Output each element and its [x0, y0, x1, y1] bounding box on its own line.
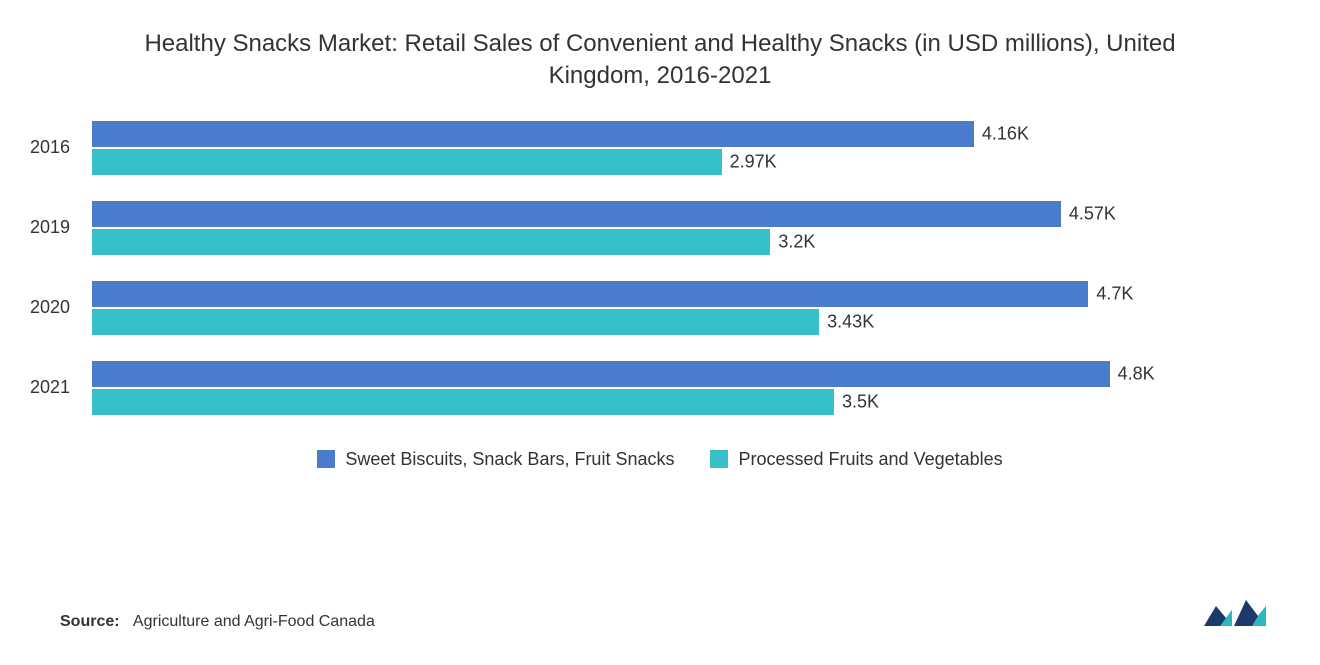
bar-value-label: 4.8K	[1110, 363, 1155, 384]
source-value: Agriculture and Agri-Food Canada	[133, 613, 375, 630]
bar: 4.8K	[92, 361, 1110, 387]
bar: 3.2K	[92, 229, 770, 255]
legend-label: Sweet Biscuits, Snack Bars, Fruit Snacks	[345, 449, 674, 470]
bar-group: 20214.8K3.5K	[80, 361, 1240, 415]
bar: 4.57K	[92, 201, 1061, 227]
source-label: Source:	[60, 613, 120, 630]
category-label: 2021	[20, 377, 70, 398]
bars-wrap: 4.57K3.2K	[92, 201, 1152, 255]
bar-group: 20164.16K2.97K	[80, 121, 1240, 175]
source-text	[124, 613, 133, 630]
logo-icon	[1202, 592, 1272, 632]
chart-legend: Sweet Biscuits, Snack Bars, Fruit Snacks…	[60, 449, 1260, 474]
legend-label: Processed Fruits and Vegetables	[738, 449, 1002, 470]
category-label: 2016	[20, 137, 70, 158]
legend-item: Sweet Biscuits, Snack Bars, Fruit Snacks	[317, 449, 674, 470]
legend-item: Processed Fruits and Vegetables	[710, 449, 1002, 470]
bars-wrap: 4.7K3.43K	[92, 281, 1152, 335]
bar-group: 20194.57K3.2K	[80, 201, 1240, 255]
bar: 3.43K	[92, 309, 819, 335]
bars-wrap: 4.16K2.97K	[92, 121, 1152, 175]
chart-container: Healthy Snacks Market: Retail Sales of C…	[0, 0, 1320, 665]
bar-value-label: 4.57K	[1061, 203, 1116, 224]
bar: 4.16K	[92, 121, 974, 147]
bar-value-label: 3.43K	[819, 311, 874, 332]
chart-title: Healthy Snacks Market: Retail Sales of C…	[110, 28, 1210, 93]
bar-value-label: 3.5K	[834, 391, 879, 412]
source-attribution: Source: Agriculture and Agri-Food Canada	[60, 613, 375, 631]
brand-logo	[1202, 592, 1272, 637]
chart-plot-area: 20164.16K2.97K 20194.57K3.2K 20204.7K3.43K…	[80, 121, 1240, 415]
bar-value-label: 2.97K	[722, 151, 777, 172]
bar-value-label: 3.2K	[770, 231, 815, 252]
bar: 4.7K	[92, 281, 1088, 307]
bar-value-label: 4.7K	[1088, 283, 1133, 304]
bar: 3.5K	[92, 389, 834, 415]
legend-swatch	[710, 450, 728, 468]
bar-value-label: 4.16K	[974, 123, 1029, 144]
category-label: 2019	[20, 217, 70, 238]
category-label: 2020	[20, 297, 70, 318]
legend-swatch	[317, 450, 335, 468]
bar-group: 20204.7K3.43K	[80, 281, 1240, 335]
bars-wrap: 4.8K3.5K	[92, 361, 1152, 415]
bar: 2.97K	[92, 149, 722, 175]
